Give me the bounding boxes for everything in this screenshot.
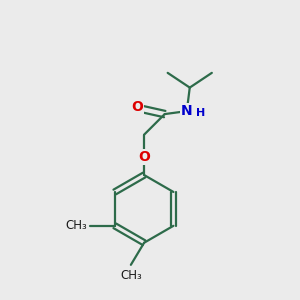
Text: N: N [181, 104, 193, 118]
Text: O: O [131, 100, 143, 114]
Text: CH₃: CH₃ [66, 219, 87, 232]
Text: H: H [196, 108, 206, 118]
Text: CH₃: CH₃ [120, 269, 142, 282]
Text: O: O [138, 150, 150, 164]
